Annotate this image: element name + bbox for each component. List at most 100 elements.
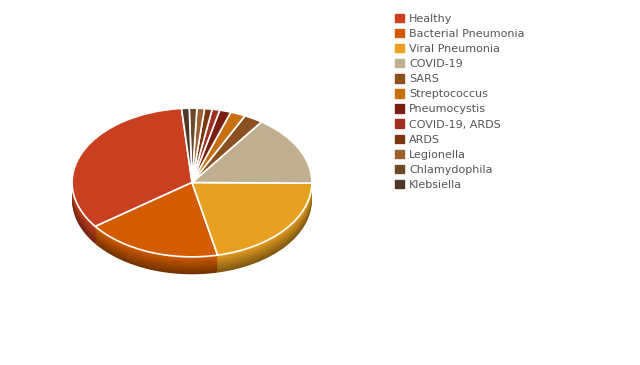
Wedge shape: [182, 110, 192, 184]
Wedge shape: [189, 126, 197, 200]
Wedge shape: [189, 110, 197, 184]
Wedge shape: [192, 111, 205, 185]
Wedge shape: [189, 112, 197, 187]
Wedge shape: [192, 185, 312, 258]
Wedge shape: [192, 117, 205, 191]
Wedge shape: [95, 185, 218, 260]
Wedge shape: [192, 119, 245, 190]
Wedge shape: [192, 120, 231, 193]
Wedge shape: [189, 108, 197, 182]
Wedge shape: [182, 117, 192, 191]
Wedge shape: [192, 128, 312, 189]
Wedge shape: [182, 120, 192, 194]
Wedge shape: [192, 190, 312, 262]
Wedge shape: [192, 124, 245, 194]
Wedge shape: [192, 124, 205, 199]
Wedge shape: [192, 130, 245, 200]
Wedge shape: [192, 124, 262, 191]
Wedge shape: [192, 122, 245, 193]
Wedge shape: [182, 123, 192, 197]
Wedge shape: [72, 126, 192, 244]
Wedge shape: [72, 110, 192, 228]
Wedge shape: [182, 114, 192, 188]
Wedge shape: [72, 123, 192, 241]
Wedge shape: [189, 117, 197, 191]
Wedge shape: [95, 191, 218, 266]
Wedge shape: [182, 108, 192, 182]
Wedge shape: [192, 132, 312, 193]
Wedge shape: [95, 188, 218, 263]
Wedge shape: [192, 120, 262, 187]
Wedge shape: [95, 193, 218, 267]
Wedge shape: [192, 196, 312, 268]
Wedge shape: [192, 139, 312, 201]
Wedge shape: [182, 121, 192, 196]
Wedge shape: [192, 124, 220, 197]
Wedge shape: [192, 110, 205, 184]
Wedge shape: [192, 184, 312, 257]
Wedge shape: [192, 125, 245, 196]
Wedge shape: [72, 108, 192, 226]
Wedge shape: [192, 126, 231, 199]
Wedge shape: [192, 197, 312, 270]
Wedge shape: [95, 196, 218, 270]
Wedge shape: [192, 134, 312, 195]
Wedge shape: [192, 182, 312, 255]
Wedge shape: [192, 120, 212, 194]
Wedge shape: [72, 122, 192, 239]
Wedge shape: [72, 119, 192, 237]
Wedge shape: [72, 111, 192, 229]
Wedge shape: [192, 122, 220, 196]
Wedge shape: [192, 119, 212, 193]
Wedge shape: [192, 187, 312, 260]
Wedge shape: [192, 127, 245, 197]
Wedge shape: [192, 114, 212, 188]
Wedge shape: [189, 123, 197, 197]
Wedge shape: [72, 117, 192, 235]
Wedge shape: [192, 123, 262, 190]
Wedge shape: [192, 115, 245, 185]
Wedge shape: [192, 112, 245, 182]
Wedge shape: [192, 128, 245, 199]
Wedge shape: [192, 122, 312, 183]
Wedge shape: [182, 126, 192, 200]
Wedge shape: [192, 188, 312, 261]
Wedge shape: [72, 120, 192, 238]
Wedge shape: [192, 121, 245, 191]
Wedge shape: [95, 194, 218, 269]
Wedge shape: [192, 123, 312, 185]
Wedge shape: [192, 108, 205, 182]
Wedge shape: [182, 124, 192, 199]
Wedge shape: [192, 124, 212, 199]
Wedge shape: [192, 122, 262, 188]
Wedge shape: [192, 111, 212, 185]
Wedge shape: [192, 116, 245, 187]
Wedge shape: [189, 114, 197, 188]
Wedge shape: [192, 127, 262, 194]
Wedge shape: [189, 115, 197, 190]
Wedge shape: [192, 118, 245, 188]
Wedge shape: [192, 113, 212, 187]
Wedge shape: [192, 125, 231, 197]
Wedge shape: [192, 193, 312, 265]
Wedge shape: [192, 118, 220, 191]
Wedge shape: [192, 137, 312, 198]
Wedge shape: [192, 110, 231, 182]
Wedge shape: [192, 112, 205, 187]
Wedge shape: [192, 126, 262, 193]
Wedge shape: [192, 116, 231, 188]
Wedge shape: [192, 109, 220, 182]
Wedge shape: [182, 111, 192, 185]
Legend: Healthy, Bacterial Pneumonia, Viral Pneumonia, COVID-19, SARS, Streptococcus, Pn: Healthy, Bacterial Pneumonia, Viral Pneu…: [390, 9, 529, 195]
Wedge shape: [192, 135, 312, 196]
Wedge shape: [192, 122, 212, 196]
Wedge shape: [182, 115, 192, 190]
Wedge shape: [192, 123, 231, 196]
Wedge shape: [189, 121, 197, 196]
Wedge shape: [192, 115, 220, 188]
Wedge shape: [192, 129, 312, 191]
Wedge shape: [192, 123, 205, 197]
Wedge shape: [192, 108, 212, 182]
Wedge shape: [192, 131, 312, 192]
Wedge shape: [192, 132, 262, 199]
